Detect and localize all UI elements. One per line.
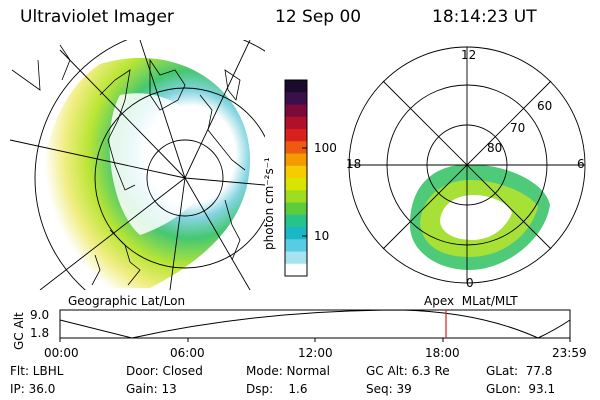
colorbar-stripe	[285, 239, 307, 252]
colorbar-stripe	[285, 116, 307, 130]
xtick-1200: 12:00	[298, 346, 333, 360]
colorbar-stripe	[285, 141, 307, 154]
mlt-label-00: 0	[466, 276, 474, 290]
xtick-1800: 18:00	[425, 346, 460, 360]
colorbar-stripe	[285, 80, 307, 93]
filter-info: Flt: LBHL	[10, 364, 64, 378]
colorbar-stripe	[285, 263, 307, 277]
xtick-0000: 00:00	[44, 346, 79, 360]
colorbar-stripe	[285, 104, 307, 118]
mlat-mlt-polar-map	[348, 46, 586, 284]
seq-info: Seq: 39	[366, 382, 412, 396]
colorbar-stripe	[285, 227, 307, 240]
altitude-ytick-9: 9.0	[30, 308, 50, 322]
colorbar	[284, 79, 308, 277]
colorbar-stripe	[285, 202, 307, 216]
mlt-label-18: 18	[346, 157, 362, 171]
altitude-curve	[59, 309, 571, 339]
altitude-ylabel: GC Alt	[12, 312, 26, 350]
colorbar-stripe	[285, 153, 307, 167]
mlat-label-80: 80	[487, 141, 503, 155]
colorbar-unit-label: photon cm⁻²s⁻¹	[262, 157, 276, 250]
time-label: 18:14:23 UT	[432, 7, 537, 27]
colorbar-stripe	[285, 92, 307, 105]
mlt-label-06: 6	[577, 157, 585, 171]
colorbar-tick-10: 10	[314, 229, 330, 243]
gc-alt-info: GC Alt: 6.3 Re	[366, 364, 450, 378]
dsp-info: Dsp: 1.6	[246, 382, 308, 396]
ip-info: IP: 36.0	[10, 382, 56, 396]
colorbar-stripe	[285, 129, 307, 142]
colorbar-stripe	[285, 190, 307, 203]
date-label: 12 Sep 00	[275, 7, 362, 27]
xtick-2359: 23:59	[552, 346, 587, 360]
gain-info: Gain: 13	[126, 382, 177, 396]
altitude-plot	[59, 309, 571, 342]
apex-caption: Apex MLat/MLT	[424, 294, 518, 308]
instrument-title: Ultraviolet Imager	[20, 7, 174, 27]
xtick-0600: 06:00	[170, 346, 205, 360]
mlat-label-60: 60	[537, 99, 553, 113]
colorbar-stripe	[285, 251, 307, 265]
glon-info: GLon: 93.1	[486, 382, 556, 396]
altitude-ytick-1-8: 1.8	[30, 326, 50, 340]
colorbar-tick-100: 100	[314, 141, 337, 155]
colorbar-stripe	[285, 178, 307, 191]
glat-info: GLat: 77.8	[486, 364, 553, 378]
colorbar-stripe	[285, 214, 307, 228]
mlat-label-70: 70	[510, 121, 526, 135]
mlt-label-12: 12	[461, 48, 477, 62]
geographic-caption: Geographic Lat/Lon	[68, 294, 186, 308]
mode-info: Mode: Normal	[246, 364, 330, 378]
colorbar-stripe	[285, 165, 307, 179]
door-info: Door: Closed	[126, 364, 203, 378]
